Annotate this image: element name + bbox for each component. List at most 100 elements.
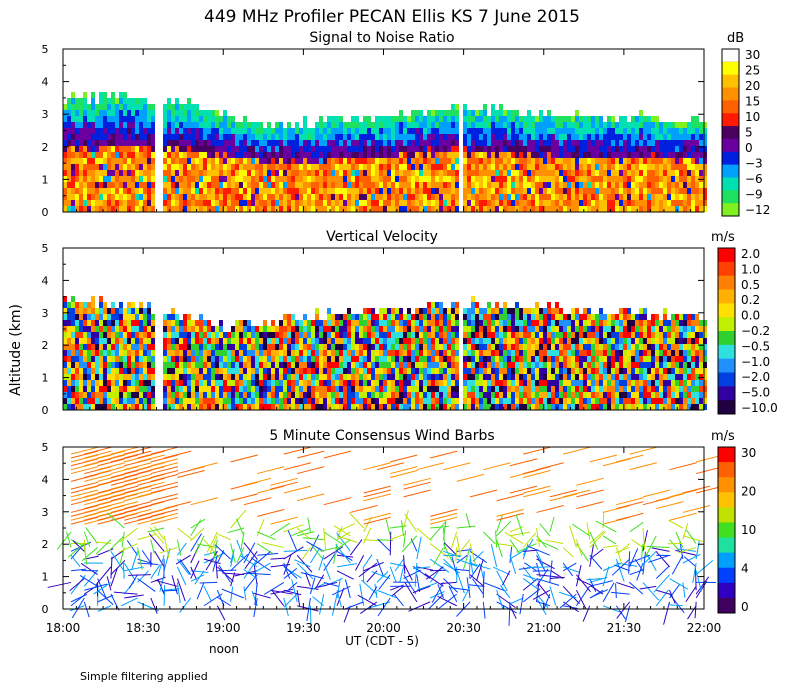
heatmap-cell <box>467 164 471 170</box>
heatmap-cell <box>119 122 123 128</box>
heatmap-cell <box>295 194 299 200</box>
heatmap-cell <box>363 146 367 152</box>
heatmap-cell <box>619 182 623 188</box>
heatmap-cell <box>575 338 579 344</box>
heatmap-cell <box>259 362 263 368</box>
heatmap-cell <box>127 140 131 146</box>
heatmap-cell <box>135 338 139 344</box>
heatmap-cell <box>63 152 67 158</box>
heatmap-cell <box>415 128 419 134</box>
heatmap-cell <box>347 134 351 140</box>
heatmap-cell <box>359 188 363 194</box>
heatmap-cell <box>431 146 435 152</box>
heatmap-cell <box>507 362 511 368</box>
heatmap-cell <box>479 320 483 326</box>
heatmap-cell <box>235 146 239 152</box>
heatmap-cell <box>603 158 607 164</box>
heatmap-cell <box>91 404 95 410</box>
heatmap-cell <box>427 110 431 116</box>
heatmap-cell <box>143 332 147 338</box>
heatmap-cell <box>351 344 355 350</box>
heatmap-cell <box>71 404 75 410</box>
heatmap-cell <box>79 116 83 122</box>
heatmap-cell <box>367 344 371 350</box>
heatmap-cell <box>63 110 67 116</box>
heatmap-cell <box>299 380 303 386</box>
heatmap-cell <box>247 344 251 350</box>
heatmap-cell <box>267 188 271 194</box>
heatmap-cell <box>403 326 407 332</box>
heatmap-cell <box>191 200 195 206</box>
heatmap-cell <box>639 140 643 146</box>
heatmap-cell <box>499 386 503 392</box>
heatmap-cell <box>435 320 439 326</box>
heatmap-cell <box>475 182 479 188</box>
heatmap-cell <box>311 404 315 410</box>
heatmap-cell <box>115 308 119 314</box>
heatmap-cell <box>547 182 551 188</box>
heatmap-cell <box>103 380 107 386</box>
heatmap-cell <box>423 332 427 338</box>
heatmap-cell <box>263 188 267 194</box>
heatmap-cell <box>339 140 343 146</box>
heatmap-cell <box>135 380 139 386</box>
heatmap-cell <box>179 398 183 404</box>
heatmap-cell <box>271 356 275 362</box>
heatmap-cell <box>139 158 143 164</box>
heatmap-cell <box>123 326 127 332</box>
heatmap-cell <box>471 350 475 356</box>
heatmap-cell <box>223 368 227 374</box>
heatmap-cell <box>379 170 383 176</box>
heatmap-cell <box>195 182 199 188</box>
heatmap-cell <box>327 404 331 410</box>
heatmap-cell <box>383 362 387 368</box>
heatmap-cell <box>83 404 87 410</box>
heatmap-cell <box>115 332 119 338</box>
heatmap-cell <box>543 176 547 182</box>
heatmap-cell <box>655 134 659 140</box>
heatmap-cell <box>391 320 395 326</box>
heatmap-cell <box>195 104 199 110</box>
heatmap-cell <box>127 344 131 350</box>
colorbar-swatch <box>722 203 739 217</box>
heatmap-cell <box>631 194 635 200</box>
heatmap-cell <box>599 128 603 134</box>
heatmap-cell <box>427 128 431 134</box>
heatmap-cell <box>307 140 311 146</box>
heatmap-cell <box>531 146 535 152</box>
heatmap-cell <box>123 332 127 338</box>
heatmap-cell <box>571 206 575 212</box>
heatmap-cell <box>663 164 667 170</box>
heatmap-cell <box>147 110 151 116</box>
heatmap-cell <box>343 350 347 356</box>
heatmap-cell <box>111 146 115 152</box>
heatmap-cell <box>343 380 347 386</box>
heatmap-cell <box>655 164 659 170</box>
heatmap-cell <box>327 368 331 374</box>
heatmap-cell <box>195 326 199 332</box>
heatmap-cell <box>567 380 571 386</box>
heatmap-cell <box>463 392 467 398</box>
heatmap-cell <box>683 134 687 140</box>
colorbar-swatch <box>722 74 739 89</box>
heatmap-cell <box>471 404 475 410</box>
heatmap-cell <box>203 146 207 152</box>
heatmap-cell <box>491 386 495 392</box>
heatmap-cell <box>451 374 455 380</box>
heatmap-cell <box>243 128 247 134</box>
heatmap-cell <box>143 182 147 188</box>
heatmap-cell <box>207 146 211 152</box>
heatmap-cell <box>443 320 447 326</box>
heatmap-cell <box>63 146 67 152</box>
heatmap-cell <box>275 386 279 392</box>
heatmap-cell <box>115 362 119 368</box>
heatmap-cell <box>483 128 487 134</box>
heatmap-cell <box>395 380 399 386</box>
heatmap-cell <box>323 398 327 404</box>
heatmap-cell <box>427 380 431 386</box>
heatmap-cell <box>611 380 615 386</box>
heatmap-cell <box>95 182 99 188</box>
heatmap-cell <box>595 116 599 122</box>
heatmap-cell <box>311 344 315 350</box>
heatmap-cell <box>675 128 679 134</box>
